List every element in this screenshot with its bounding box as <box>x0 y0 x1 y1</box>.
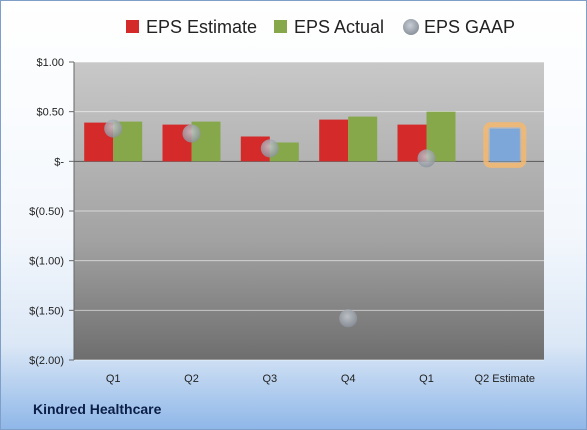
x-tick-label: Q4 <box>341 373 356 385</box>
y-tick-label: $- <box>54 156 64 168</box>
y-tick-label: $(1.50) <box>29 305 64 317</box>
eps-gaap-legend-label: EPS GAAP <box>424 17 515 37</box>
eps-gaap-point <box>260 139 279 158</box>
eps-gaap-point <box>182 124 201 143</box>
eps-gaap-point <box>104 119 123 138</box>
company-name: Kindred Healthcare <box>33 401 162 417</box>
eps-estimate-legend-swatch <box>126 20 139 33</box>
y-tick-label: $(1.00) <box>29 256 64 268</box>
y-tick-label: $1.00 <box>36 57 64 69</box>
x-tick-label: Q1 <box>106 373 121 385</box>
eps-estimate-legend-label: EPS Estimate <box>146 17 257 37</box>
eps-actual-legend-label: EPS Actual <box>294 17 384 37</box>
x-tick-label: Q1 <box>419 373 434 385</box>
eps-actual-bar <box>348 116 378 162</box>
y-tick-label: $(0.50) <box>29 206 64 218</box>
eps-gaap-point <box>339 309 358 328</box>
x-tick-label: Q2 Estimate <box>475 373 536 385</box>
x-tick-label: Q2 <box>184 373 199 385</box>
eps-estimate-bar <box>319 119 349 162</box>
x-tick-label: Q3 <box>262 373 277 385</box>
eps-gaap-legend-swatch <box>403 19 419 35</box>
eps-actual-legend-swatch <box>274 20 287 33</box>
estimate-highlight-glow <box>483 122 527 168</box>
y-tick-label: $0.50 <box>36 107 64 119</box>
y-tick-label: $(2.00) <box>29 355 64 367</box>
q2-estimate-bar <box>489 128 520 162</box>
eps-gaap-point <box>417 149 436 168</box>
